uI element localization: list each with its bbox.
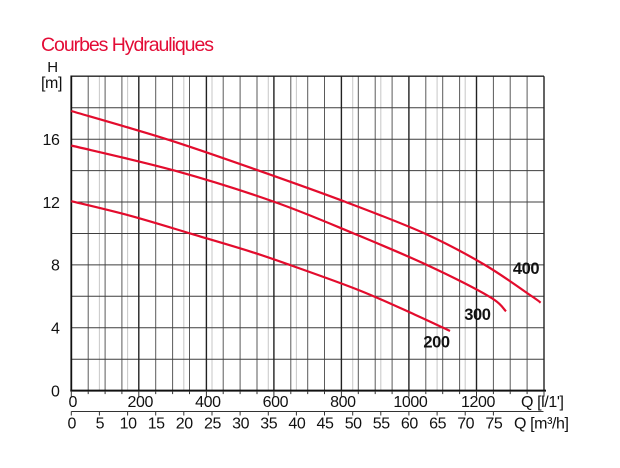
svg-text:H: H xyxy=(47,59,57,76)
svg-text:60: 60 xyxy=(401,416,418,433)
svg-text:200: 200 xyxy=(128,394,154,411)
svg-text:0: 0 xyxy=(69,394,78,411)
svg-text:8: 8 xyxy=(51,258,60,275)
svg-text:15: 15 xyxy=(148,416,165,433)
svg-text:0: 0 xyxy=(68,416,77,433)
svg-text:65: 65 xyxy=(429,416,446,433)
svg-text:10: 10 xyxy=(120,416,137,433)
svg-text:Q [l/1']: Q [l/1'] xyxy=(521,394,564,411)
svg-text:12: 12 xyxy=(43,195,60,212)
svg-text:600: 600 xyxy=(263,394,289,411)
svg-text:50: 50 xyxy=(345,416,362,433)
svg-text:1000: 1000 xyxy=(393,394,427,411)
svg-text:40: 40 xyxy=(288,416,305,433)
svg-text:35: 35 xyxy=(260,416,277,433)
svg-text:1200: 1200 xyxy=(461,394,495,411)
svg-text:[m]: [m] xyxy=(41,75,62,92)
svg-text:75: 75 xyxy=(485,416,502,433)
svg-text:0: 0 xyxy=(51,383,60,400)
svg-text:Q [m³/h]: Q [m³/h] xyxy=(514,416,569,433)
svg-text:30: 30 xyxy=(232,416,249,433)
svg-text:25: 25 xyxy=(204,416,221,433)
svg-text:400: 400 xyxy=(195,394,221,411)
svg-text:800: 800 xyxy=(330,394,356,411)
svg-text:200: 200 xyxy=(423,334,450,352)
svg-text:70: 70 xyxy=(457,416,474,433)
svg-text:300: 300 xyxy=(464,306,491,324)
svg-text:45: 45 xyxy=(317,416,334,433)
svg-text:4: 4 xyxy=(51,321,60,338)
svg-text:16: 16 xyxy=(43,132,60,149)
svg-text:400: 400 xyxy=(513,260,540,278)
svg-text:55: 55 xyxy=(373,416,390,433)
svg-text:5: 5 xyxy=(96,416,105,433)
svg-text:20: 20 xyxy=(176,416,193,433)
